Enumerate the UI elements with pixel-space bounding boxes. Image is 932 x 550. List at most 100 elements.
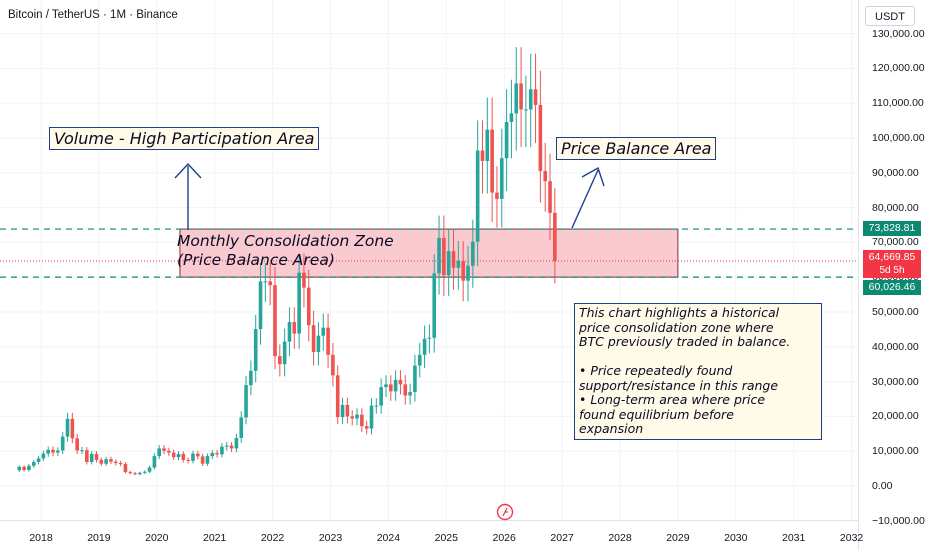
candle-body: [152, 456, 157, 468]
note-line: found equilibrium before: [579, 406, 734, 422]
candle-body: [331, 354, 335, 376]
candle-body: [326, 327, 330, 355]
candle-body: [495, 192, 499, 199]
candle-body: [27, 465, 31, 470]
candle-body: [186, 459, 190, 461]
zone-annotation-line2: (Price Balance Area): [177, 251, 335, 269]
candle-body: [138, 472, 142, 475]
candle-body: [191, 453, 195, 461]
candle-body: [451, 251, 456, 268]
candle-body: [123, 464, 128, 473]
candle-body: [514, 83, 519, 114]
candle-body: [335, 375, 340, 418]
x-tick-label: 2029: [666, 532, 690, 544]
candle-body: [432, 273, 437, 338]
candle-body: [41, 453, 46, 459]
y-tick-label: 0.00: [872, 480, 893, 492]
y-tick-label: −10,000.00: [872, 514, 925, 527]
balance-annotation: Price Balance Area: [556, 137, 717, 160]
y-tick-label: 20,000.00: [872, 410, 919, 423]
candle-body: [543, 171, 547, 182]
x-tick-label: 2026: [492, 532, 516, 544]
candle-body: [490, 129, 494, 193]
candle-body: [311, 325, 316, 353]
y-tick-label: 100,000.00: [872, 132, 925, 144]
candle-body: [205, 456, 210, 464]
x-tick-label: 2024: [376, 532, 401, 544]
candle-body: [287, 322, 292, 342]
candle-body: [417, 354, 422, 366]
candle-body: [75, 438, 79, 451]
candle-body: [316, 335, 321, 353]
current-price-value: 64,669.85: [868, 251, 916, 263]
candle-body: [553, 212, 557, 261]
y-tick-label: 110,000.00: [872, 97, 924, 110]
candle-body: [524, 109, 528, 111]
y-tick-label: 10,000.00: [872, 445, 919, 458]
note-line: price consolidation zone where: [579, 319, 774, 335]
candle-body: [350, 416, 354, 419]
candle-body: [389, 384, 393, 392]
candle-body: [181, 453, 186, 460]
candle-body: [268, 281, 272, 286]
explanation-note: This chart highlights a historical price…: [574, 303, 822, 440]
x-tick-label: 2031: [782, 532, 806, 544]
currency-button[interactable]: USDT: [865, 6, 915, 26]
current-price-tag: 64,669.85 5d 5h: [863, 250, 921, 278]
candle-body: [128, 472, 133, 474]
candle-body: [306, 287, 311, 326]
symbol-title: Bitcoin / TetherUS · 1M · Binance: [8, 9, 178, 21]
logo-icon: [496, 503, 514, 521]
candle-body: [176, 453, 181, 458]
upper-level-tag: 73,828.81: [863, 221, 921, 236]
candle-body: [509, 113, 514, 122]
candle-body: [292, 322, 297, 334]
note-line: • Long-term area where price: [579, 392, 766, 407]
candle-body: [253, 329, 258, 371]
candle-body: [364, 426, 369, 429]
x-tick-label: 2020: [145, 532, 169, 544]
y-tick-label: 50,000.00: [872, 306, 919, 318]
candle-body: [196, 453, 200, 457]
x-tick-label: 2019: [87, 532, 111, 544]
x-tick-label: 2027: [550, 532, 574, 544]
x-tick-label: 2028: [608, 532, 632, 544]
candle-body: [80, 450, 84, 452]
candle-body: [229, 445, 234, 449]
note-line: • Price repeatedly found: [579, 363, 733, 378]
candle-body: [427, 337, 432, 339]
note-line: support/resistance in this range: [579, 377, 779, 393]
candle-body: [345, 404, 350, 417]
candle-body: [422, 338, 427, 355]
candle-body: [471, 241, 475, 266]
candle-body: [118, 463, 123, 465]
zone-annotation: Monthly Consolidation Zone (Price Balanc…: [177, 232, 394, 270]
candle-body: [379, 387, 383, 406]
candle-body: [273, 285, 277, 357]
candle-body: [360, 414, 364, 427]
candle-body: [99, 459, 104, 464]
candle-body: [147, 467, 152, 472]
candle-body: [157, 448, 161, 457]
x-tick-label: 2023: [318, 532, 343, 544]
candle-body: [17, 466, 22, 471]
candle-body: [538, 104, 543, 172]
y-tick-label: 30,000.00: [872, 375, 919, 388]
candle-body: [499, 158, 504, 199]
candle-body: [65, 418, 70, 437]
candle-body: [51, 449, 55, 453]
x-tick-label: 2025: [434, 532, 458, 544]
candle-body: [36, 458, 41, 462]
candle-body: [480, 150, 485, 161]
candle-body: [398, 379, 403, 385]
candle-body: [446, 251, 451, 276]
diagonal-arrow-head: [581, 166, 605, 187]
x-tick-label: 2022: [260, 532, 285, 544]
candle-body: [374, 405, 379, 407]
candle-body: [142, 471, 147, 473]
candle-body: [413, 365, 417, 393]
candle-body: [109, 459, 113, 462]
candle-body: [466, 265, 470, 281]
candle-body: [258, 281, 263, 330]
